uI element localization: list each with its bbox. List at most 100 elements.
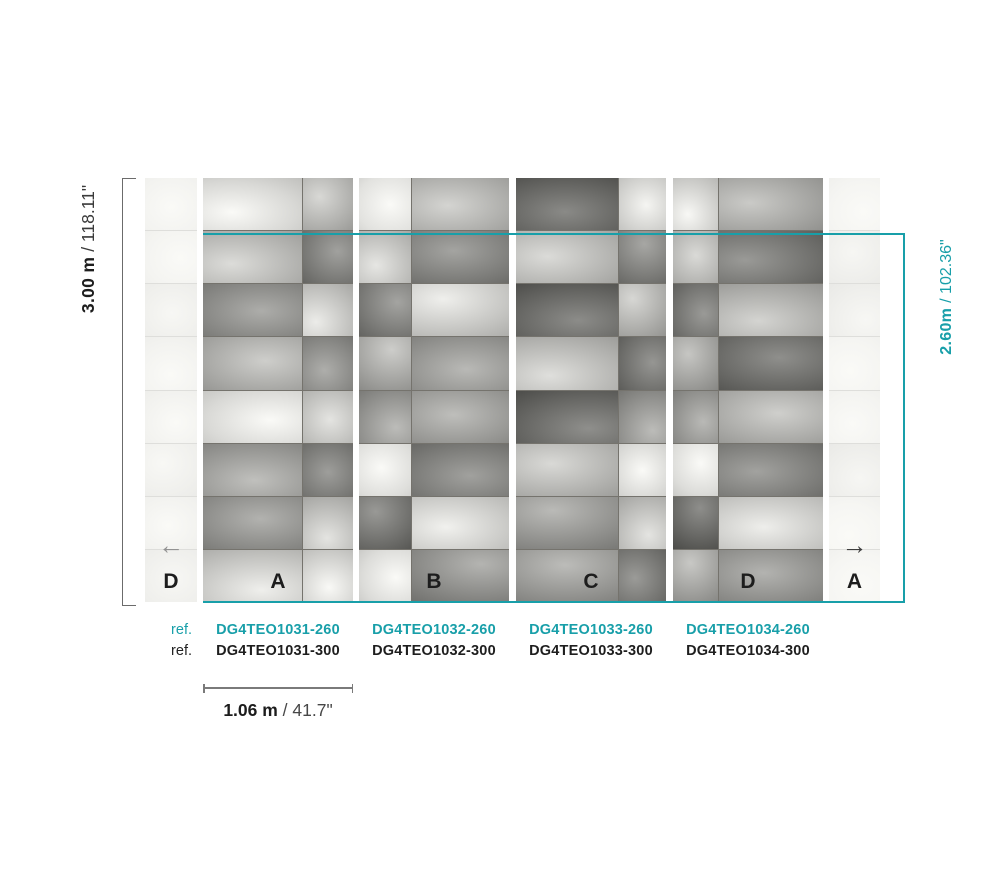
mural-tile xyxy=(673,496,718,549)
mural-tile xyxy=(718,496,823,549)
mural-tile xyxy=(359,337,411,390)
panel-a-tiles xyxy=(203,178,353,602)
mural-tile xyxy=(619,284,666,337)
mural-tile xyxy=(673,443,718,496)
full-height-bracket xyxy=(122,178,136,606)
mural-tile xyxy=(516,231,619,284)
mural-tile xyxy=(303,443,353,496)
mural-tile xyxy=(516,337,619,390)
mural-tile xyxy=(516,443,619,496)
edge-strip-left-label: D xyxy=(163,570,179,593)
mural-tile xyxy=(145,178,197,231)
mural-tile xyxy=(145,443,197,496)
mural-tile xyxy=(619,496,666,549)
ref-label-300: ref. xyxy=(171,643,192,659)
mural-tile xyxy=(359,443,411,496)
mural-tile xyxy=(718,443,823,496)
mural-tile xyxy=(411,496,509,549)
mural-tile xyxy=(145,337,197,390)
mural-tile xyxy=(359,390,411,443)
right-arrow-icon: → xyxy=(841,530,868,560)
mural-tile xyxy=(619,390,666,443)
mural-tile xyxy=(303,390,353,443)
mural-tile xyxy=(516,284,619,337)
ref-code-c-300: DG4TEO1033-300 xyxy=(529,643,653,659)
ref-code-b-300: DG4TEO1032-300 xyxy=(372,643,496,659)
mural-tile xyxy=(829,284,880,337)
mural-tile xyxy=(718,337,823,390)
mural-tile xyxy=(516,390,619,443)
panel-c: C xyxy=(516,178,666,602)
panel-width-metric: 1.06 m xyxy=(223,700,278,720)
mural-tile xyxy=(303,231,353,284)
ref-code-a-300: DG4TEO1031-300 xyxy=(216,643,340,659)
mural-tile xyxy=(411,549,509,602)
panel-b-label: B xyxy=(426,570,442,593)
panel-d-tiles xyxy=(673,178,823,602)
mural-tile xyxy=(829,549,880,602)
mural-tile xyxy=(203,549,303,602)
left-arrow-icon: ← xyxy=(158,530,184,560)
mural-tile xyxy=(829,178,880,231)
mural-tile xyxy=(516,549,619,602)
mural-tile xyxy=(411,178,509,231)
mural-tile xyxy=(829,496,880,549)
full-height-imperial: / 118.11" xyxy=(78,184,98,252)
ref-code-a-260: DG4TEO1031-260 xyxy=(216,622,340,638)
mural-tile xyxy=(359,549,411,602)
panel-b: B xyxy=(359,178,509,602)
edge-strip-right-label: A xyxy=(846,570,863,593)
mural-tile xyxy=(145,496,197,549)
ref-label-260: ref. xyxy=(171,622,192,638)
ref-code-d-260: DG4TEO1034-260 xyxy=(686,622,810,638)
mural-tile xyxy=(203,178,303,231)
mural-tile xyxy=(203,337,303,390)
mural-tile xyxy=(673,390,718,443)
panel-c-label: C xyxy=(583,570,599,593)
ref-code-d-300: DG4TEO1034-300 xyxy=(686,643,810,659)
edge-strip-right-tiles xyxy=(829,178,880,602)
mural-tile xyxy=(203,284,303,337)
mural-tile xyxy=(411,390,509,443)
mural-tile xyxy=(203,231,303,284)
mural-tile xyxy=(718,549,823,602)
mural-tile xyxy=(303,178,353,231)
mural-tile xyxy=(203,443,303,496)
full-height-dimension: 3.00 m / 118.11" xyxy=(78,144,104,354)
mural-tile xyxy=(829,443,880,496)
mural-tile xyxy=(303,284,353,337)
trim-height-metric: 2.60m xyxy=(938,307,955,355)
mural-tile xyxy=(145,549,197,602)
mural-tile xyxy=(303,549,353,602)
mural-tile xyxy=(619,231,666,284)
mural-tile xyxy=(619,337,666,390)
mural-tile xyxy=(203,496,303,549)
mural-tile xyxy=(516,178,619,231)
panel-width-measure-tick-left xyxy=(203,683,205,693)
edge-strip-right: → A xyxy=(829,178,880,602)
mural-tile xyxy=(359,496,411,549)
mural-tile xyxy=(619,549,666,602)
panel-a-label: A xyxy=(270,570,286,593)
mural-tile xyxy=(673,549,718,602)
mural-tile xyxy=(619,443,666,496)
mural-tile xyxy=(619,178,666,231)
panel-b-tiles xyxy=(359,178,509,602)
panel-width-dimension: 1.06 m / 41.7" xyxy=(178,700,378,721)
mural-tile xyxy=(303,496,353,549)
mural-tile xyxy=(203,390,303,443)
panel-c-tiles xyxy=(516,178,666,602)
mural-tile xyxy=(303,337,353,390)
panel-d: D xyxy=(673,178,823,602)
mural-tile xyxy=(411,337,509,390)
trim-height-dimension: 2.60m / 102.36" xyxy=(938,187,960,407)
edge-strip-left-tiles xyxy=(145,178,197,602)
mural-tile xyxy=(145,231,197,284)
mural-tile xyxy=(829,231,880,284)
ref-code-b-260: DG4TEO1032-260 xyxy=(372,622,496,638)
mural-tile xyxy=(411,443,509,496)
panel-width-measure-tick-right xyxy=(351,683,353,693)
panel-d-label: D xyxy=(740,570,756,593)
panel-a: A xyxy=(203,178,353,602)
